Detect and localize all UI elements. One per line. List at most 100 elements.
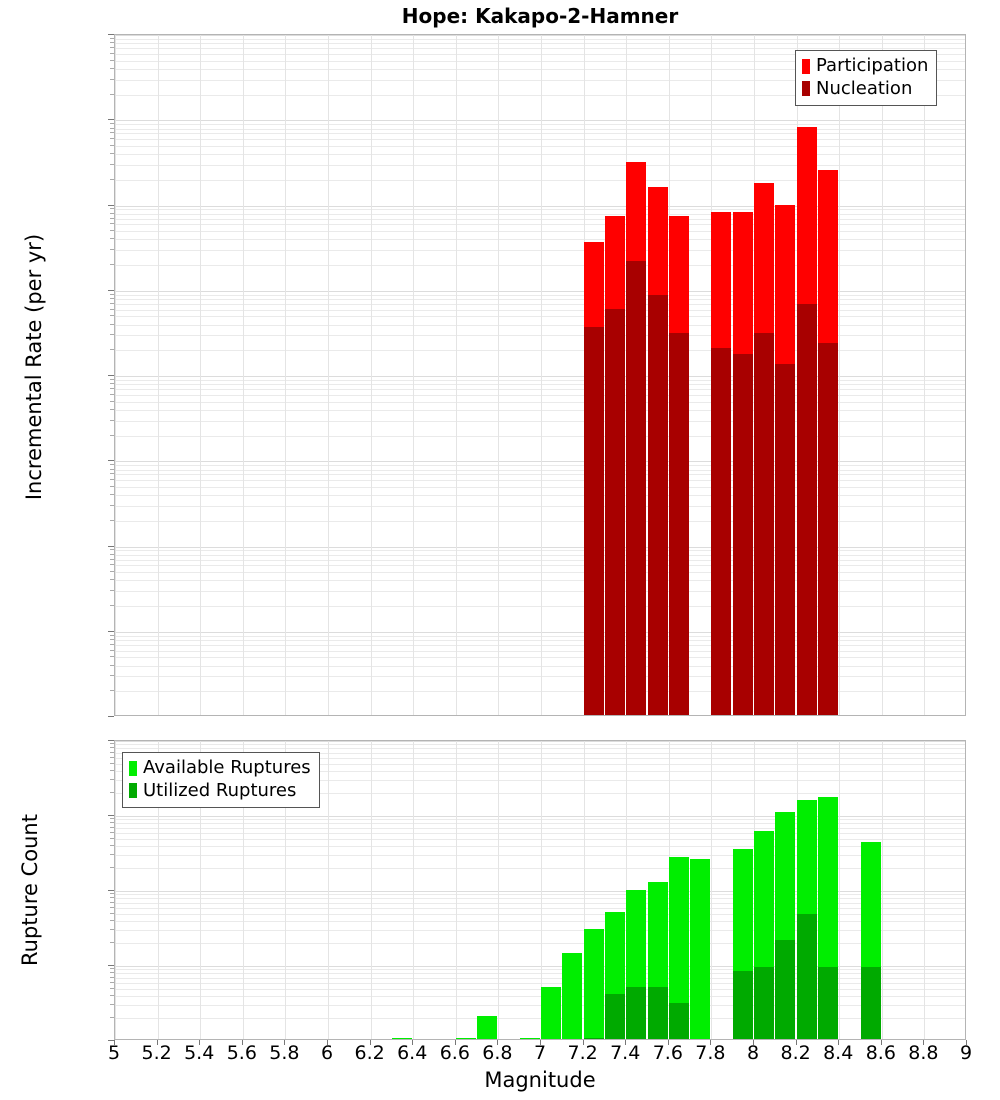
y-tickmark-minor <box>110 844 114 846</box>
y-tickmark <box>108 965 114 966</box>
y-tickmark-minor <box>110 434 114 436</box>
y-tickmark-minor <box>110 37 114 39</box>
y-tickmark-minor <box>110 519 114 521</box>
y-tickmark-minor <box>110 756 114 758</box>
gridline-minor <box>115 506 965 507</box>
bar-segment-utilized <box>648 295 668 715</box>
bar-segment-utilized <box>711 348 731 715</box>
gridline-minor <box>115 39 965 40</box>
gridline-major <box>115 376 965 377</box>
y-tickmark-minor <box>110 553 114 555</box>
gridline-vertical <box>456 741 457 1039</box>
y-tickmark-minor <box>110 144 114 146</box>
legend-top-item: Participation <box>802 55 928 78</box>
bar-segment-utilized <box>775 364 795 715</box>
gridline-minor <box>115 95 965 96</box>
bar <box>477 741 497 1039</box>
y-tickmark-minor <box>110 419 114 421</box>
x-tick-label: 8 <box>746 1042 760 1064</box>
gridline-minor <box>115 846 965 847</box>
bar-segment-utilized <box>584 326 604 715</box>
y-tickmark-minor <box>110 208 114 210</box>
gridline-minor <box>115 304 965 305</box>
gridline-major <box>115 966 965 967</box>
y-tickmark-minor <box>110 302 114 304</box>
y-tickmark-minor <box>110 323 114 325</box>
legend-bottom-item: Utilized Ruptures <box>129 780 311 803</box>
bar-segment-available <box>562 953 582 1039</box>
gridline-minor <box>115 666 965 667</box>
gridline-minor <box>115 43 965 44</box>
y-tickmark-minor <box>110 78 114 80</box>
bar-segment-utilized <box>626 261 646 715</box>
y-tickmark-minor <box>110 388 114 390</box>
bar <box>626 741 646 1039</box>
y-tickmark <box>108 34 114 35</box>
y-tickmark-minor <box>110 822 114 824</box>
y-tickmark-minor <box>110 249 114 251</box>
bar-segment-available <box>541 986 561 1039</box>
gridline-minor <box>115 1018 965 1019</box>
y-tickmark-minor <box>110 47 114 49</box>
bar-segment-utilized <box>669 1003 689 1039</box>
x-tick-label: 7.4 <box>610 1042 641 1064</box>
gridline-minor <box>115 894 965 895</box>
y-tickmark-minor <box>110 504 114 506</box>
gridline-minor <box>115 839 965 840</box>
gridline-minor <box>115 69 965 70</box>
x-tick-label: 6 <box>320 1042 334 1064</box>
y-tickmark-minor <box>110 826 114 828</box>
bar <box>648 35 668 715</box>
bar-segment-utilized <box>733 971 753 1039</box>
bar-series-bottom <box>115 741 965 1039</box>
gridline-minor <box>115 310 965 311</box>
gridline-vertical <box>924 35 925 715</box>
gridline-minor <box>115 61 965 62</box>
y-tickmark-minor <box>110 897 114 899</box>
gridline-minor <box>115 139 965 140</box>
y-tickmark-minor <box>110 643 114 645</box>
y-tickmark-minor <box>110 837 114 839</box>
gridline-vertical <box>115 35 116 715</box>
bar <box>669 35 689 715</box>
gridline-minor <box>115 645 965 646</box>
gridline-minor <box>115 744 965 745</box>
gridline-minor <box>115 299 965 300</box>
bar <box>775 35 795 715</box>
x-tick-label: 5 <box>107 1042 121 1064</box>
y-tickmark-minor <box>110 743 114 745</box>
bar <box>775 741 795 1039</box>
gridline-minor <box>115 335 965 336</box>
x-tickmark <box>369 1040 371 1045</box>
y-tickmark-minor <box>110 854 114 856</box>
gridline-vertical <box>498 35 499 715</box>
x-tick-label: 8.2 <box>780 1042 811 1064</box>
y-tickmark-minor <box>110 378 114 380</box>
gridline-minor <box>115 325 965 326</box>
x-tickmark <box>625 1040 627 1045</box>
y-tickmark <box>108 119 114 121</box>
legend-top: Participation Nucleation <box>795 50 938 106</box>
gridline-minor <box>115 691 965 692</box>
y-tickmark <box>108 375 114 376</box>
y-tickmark-minor <box>110 605 114 607</box>
gridline-minor <box>115 224 965 225</box>
bar-segment-utilized <box>584 1038 604 1039</box>
gridline-minor <box>115 495 965 496</box>
gridline-minor <box>115 651 965 652</box>
x-tickmark <box>156 1040 158 1045</box>
rupture-count-plot <box>114 740 966 1040</box>
y-tickmark-minor <box>110 649 114 651</box>
bar-segment-utilized <box>626 986 646 1039</box>
gridline-vertical <box>711 741 712 1039</box>
gridline-minor <box>115 421 965 422</box>
y-tickmark-minor <box>110 42 114 44</box>
y-tickmark-minor <box>110 968 114 970</box>
y-tickmark-minor <box>110 479 114 481</box>
gridline-minor <box>115 828 965 829</box>
bar-segment-utilized <box>818 967 838 1039</box>
y-tickmark-minor <box>110 634 114 636</box>
gridline-vertical <box>243 741 244 1039</box>
gridline-vertical <box>541 35 542 715</box>
y-tickmark-minor <box>110 987 114 989</box>
